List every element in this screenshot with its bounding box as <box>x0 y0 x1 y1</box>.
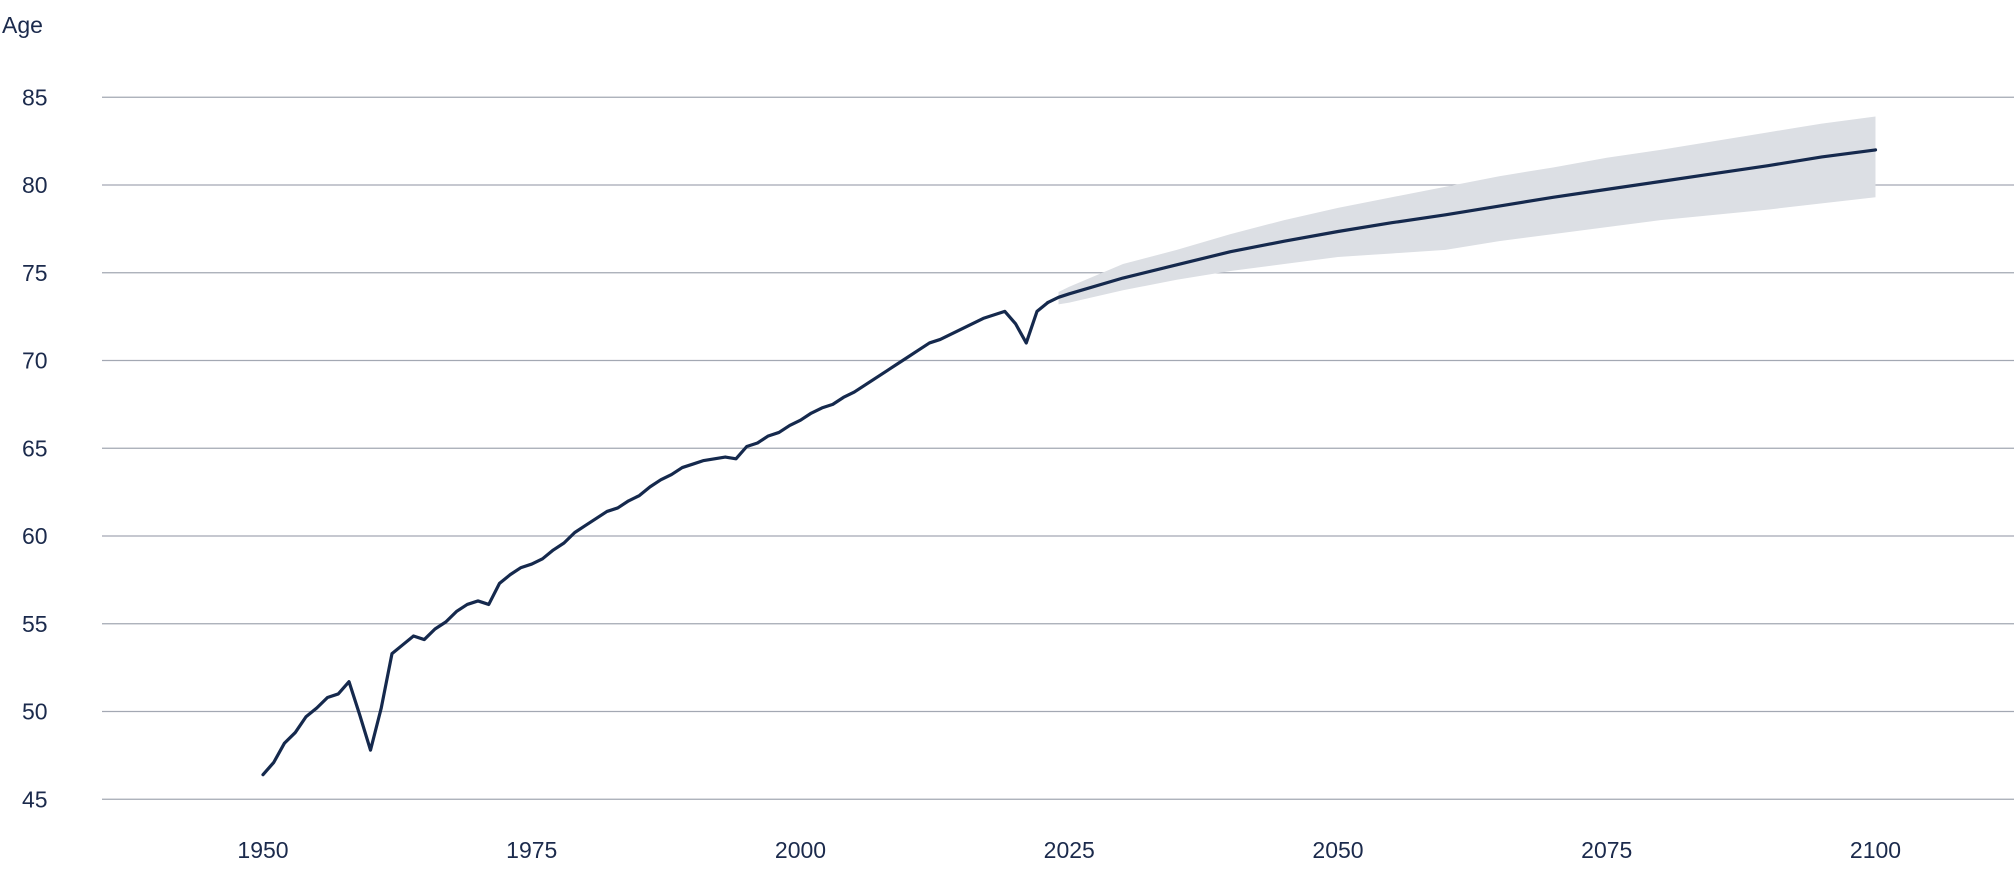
y-tick-80: 80 <box>22 172 48 198</box>
x-tick-1950: 1950 <box>237 837 288 863</box>
x-tick-labels: 1950 1975 2000 2025 2050 2075 2100 <box>237 837 1901 863</box>
y-tick-55: 55 <box>22 611 48 637</box>
x-tick-2100: 2100 <box>1850 837 1901 863</box>
y-axis-label: Age <box>2 12 43 38</box>
y-tick-75: 75 <box>22 260 48 286</box>
y-tick-65: 65 <box>22 435 48 461</box>
projection-line <box>1046 148 1878 305</box>
y-tick-45: 45 <box>22 786 48 812</box>
x-tick-2025: 2025 <box>1044 837 1095 863</box>
y-tick-60: 60 <box>22 523 48 549</box>
x-tick-2075: 2075 <box>1581 837 1632 863</box>
x-tick-1975: 1975 <box>506 837 557 863</box>
x-tick-2050: 2050 <box>1312 837 1363 863</box>
series-lines <box>261 148 1878 777</box>
y-tick-70: 70 <box>22 348 48 374</box>
historical-line <box>261 300 1050 777</box>
gridlines <box>102 96 2014 800</box>
y-tick-85: 85 <box>22 84 48 110</box>
y-tick-labels: 45 50 55 60 65 70 75 80 85 <box>22 84 48 812</box>
y-tick-50: 50 <box>22 699 48 725</box>
x-tick-2000: 2000 <box>775 837 826 863</box>
